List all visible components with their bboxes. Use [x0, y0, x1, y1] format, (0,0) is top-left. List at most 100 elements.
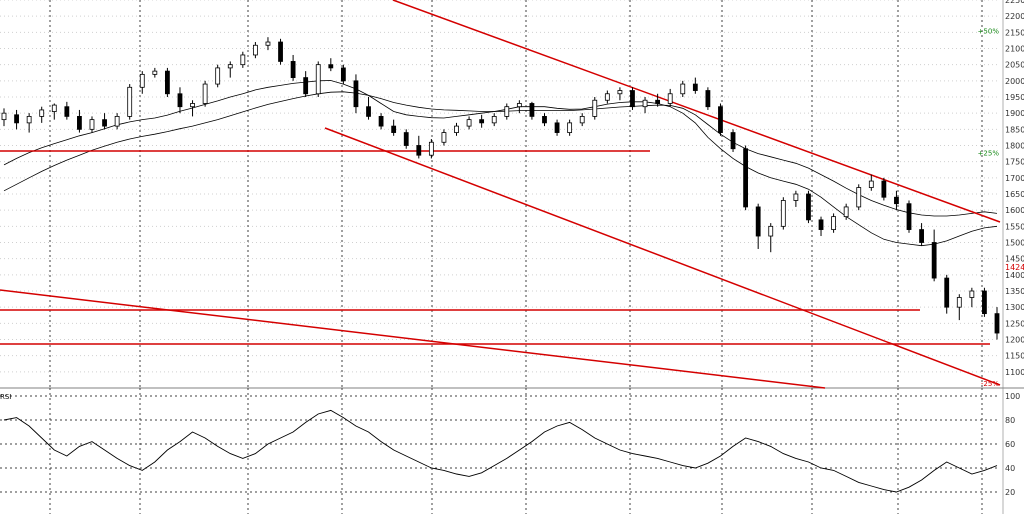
candle	[529, 101, 535, 120]
candle	[51, 103, 57, 120]
candle-body	[504, 106, 510, 117]
trendline	[324, 127, 1001, 386]
candle	[315, 61, 321, 97]
candle	[190, 100, 195, 117]
candle-body	[843, 206, 849, 218]
candle	[630, 87, 635, 110]
candle-body	[454, 125, 459, 133]
candle	[579, 113, 585, 127]
candle-body	[655, 99, 661, 104]
candle-body	[240, 54, 246, 66]
price-tick-label: 1700	[1005, 174, 1024, 183]
candle-body	[428, 141, 434, 156]
candle	[994, 307, 1000, 340]
candle	[202, 80, 208, 107]
candle-body	[956, 297, 962, 308]
candle	[328, 58, 334, 72]
candle	[944, 274, 950, 314]
candle-body	[202, 83, 208, 104]
trendline	[392, 0, 1001, 223]
candle-body	[982, 290, 987, 315]
candle	[290, 54, 296, 81]
candle-body	[856, 187, 862, 208]
candle	[428, 139, 434, 159]
candle	[139, 71, 145, 94]
candle	[165, 67, 170, 97]
candle	[982, 287, 987, 317]
trendline	[0, 289, 826, 389]
price-tick-label: 2000	[1005, 77, 1024, 86]
candle-body	[730, 132, 736, 150]
candle	[567, 119, 573, 136]
candle-body	[51, 104, 57, 112]
candle	[14, 109, 19, 130]
candle-body	[227, 64, 233, 69]
candle	[919, 223, 924, 246]
candle	[240, 51, 246, 68]
rsi-line	[3, 409, 998, 493]
candle	[152, 67, 158, 78]
candle-body	[994, 313, 1000, 334]
candle-body	[190, 103, 195, 108]
candle-body	[127, 86, 133, 117]
candle	[793, 190, 799, 207]
price-tick-label: 1950	[1005, 93, 1024, 102]
candle-body	[642, 99, 648, 108]
candle-body	[768, 225, 774, 237]
candle	[655, 93, 661, 107]
candle-body	[340, 67, 346, 82]
price-tick-label: 1100	[1005, 368, 1024, 377]
rsi-tick-label: 100	[1005, 392, 1020, 401]
candle	[504, 103, 510, 120]
price-tick-label: 1750	[1005, 158, 1024, 167]
candle-body	[542, 116, 547, 124]
candle	[416, 135, 422, 159]
percent-label: -25%	[981, 380, 999, 388]
candle-body	[818, 219, 824, 230]
candle	[391, 119, 397, 136]
candle-body	[944, 277, 950, 308]
moving-average-2	[3, 91, 998, 217]
candle-body	[906, 203, 912, 230]
candle-body	[403, 132, 409, 146]
candle-body	[278, 41, 283, 62]
price-tick-label: 1600	[1005, 206, 1024, 215]
candle-body	[26, 116, 32, 124]
candle	[680, 80, 686, 97]
candle-body	[303, 77, 309, 95]
price-tick-label: 1550	[1005, 222, 1024, 231]
candle	[353, 74, 359, 114]
candle	[881, 177, 887, 201]
candle-body	[617, 90, 623, 95]
candle-body	[743, 148, 749, 208]
candle-body	[252, 44, 258, 56]
candle-body	[64, 106, 70, 117]
candle-body	[391, 125, 397, 133]
rsi-title: RSI	[0, 393, 11, 401]
candle	[491, 113, 497, 127]
candle-body	[567, 122, 573, 133]
candle	[592, 97, 598, 120]
candle-body	[969, 290, 975, 298]
candle-body	[466, 119, 472, 127]
candle-body	[77, 116, 82, 130]
candle-body	[152, 70, 158, 75]
candle-body	[102, 119, 107, 127]
candle	[454, 122, 459, 136]
candle-body	[89, 119, 95, 130]
candle-body	[315, 64, 321, 95]
candle	[969, 287, 975, 308]
candle	[818, 216, 824, 237]
candle-body	[579, 116, 585, 124]
candle-body	[416, 145, 422, 156]
candle	[378, 113, 384, 130]
candle-body	[931, 242, 937, 279]
price-tick-label: 1450	[1005, 255, 1024, 264]
candle	[730, 129, 736, 152]
candle	[1, 108, 7, 127]
price-tick-label: 1800	[1005, 142, 1024, 151]
candle-body	[265, 41, 271, 46]
candle	[692, 77, 698, 94]
candle-body	[529, 103, 535, 117]
